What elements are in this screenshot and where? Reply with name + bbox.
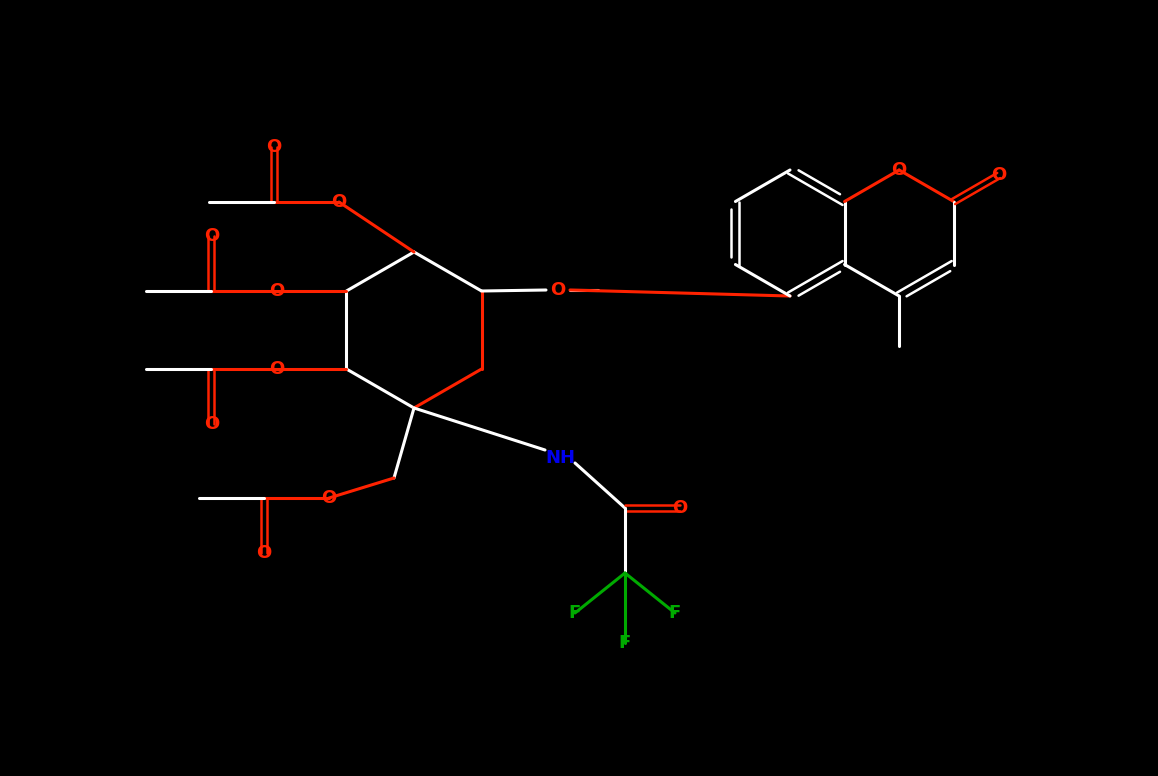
Text: O: O (204, 227, 219, 245)
Text: O: O (256, 544, 272, 562)
Text: O: O (331, 193, 346, 211)
Text: O: O (322, 489, 337, 507)
Text: F: F (669, 604, 681, 622)
Text: F: F (618, 634, 631, 652)
Text: O: O (269, 282, 284, 300)
Text: O: O (204, 415, 219, 433)
Text: O: O (673, 499, 688, 517)
Text: O: O (991, 167, 1006, 185)
Text: NH: NH (545, 449, 576, 467)
Text: O: O (266, 138, 281, 156)
Text: O: O (892, 161, 907, 179)
Text: O: O (269, 360, 284, 378)
Text: O: O (550, 281, 565, 299)
Text: F: F (569, 604, 581, 622)
